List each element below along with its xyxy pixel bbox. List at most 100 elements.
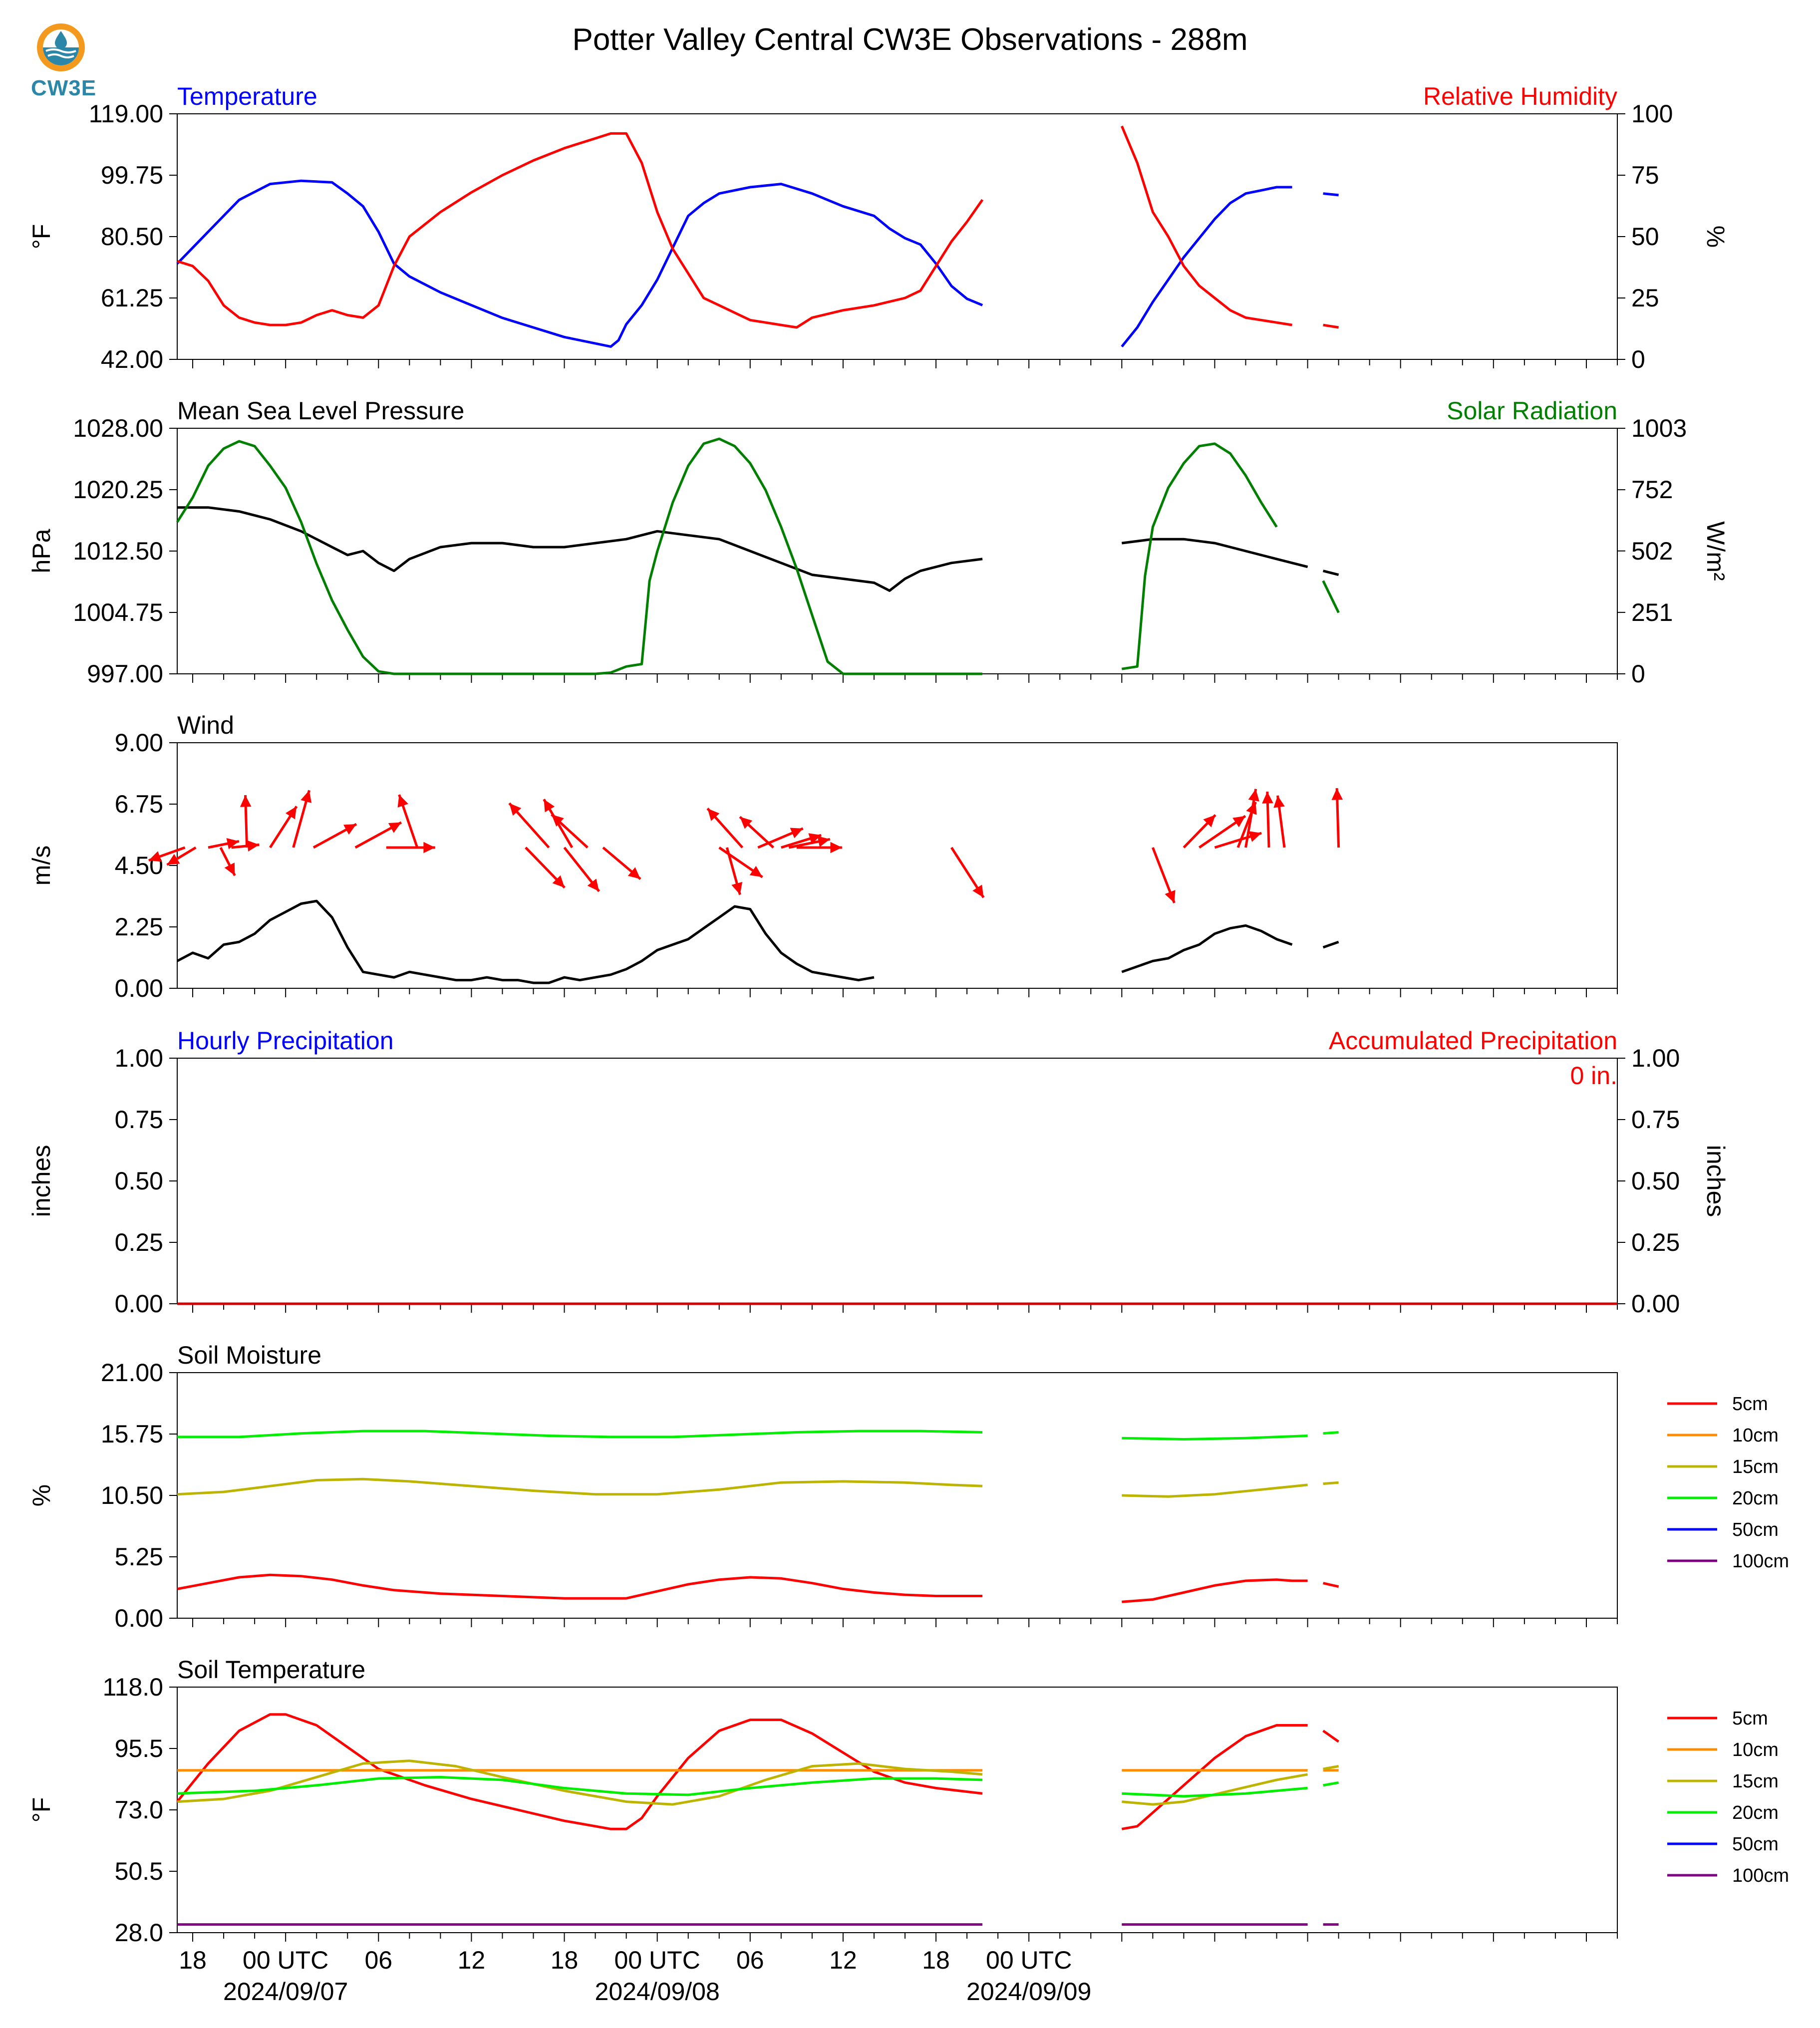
series-line-20cm: [1122, 1435, 1308, 1441]
y-axis-label: inches: [27, 1145, 55, 1217]
legend-label: 10cm: [1732, 1739, 1779, 1760]
series-line-wind: [1121, 924, 1293, 973]
chart-title: Potter Valley Central CW3E Observations …: [572, 22, 1247, 57]
series-line-wind: [176, 899, 875, 984]
y2-tick-label: 0.00: [1631, 1290, 1680, 1318]
wind-arrow-head: [1203, 815, 1215, 828]
y-tick-label: 73.0: [115, 1796, 163, 1824]
series-line-5cm: [176, 1713, 983, 1830]
y-tick-label: 80.50: [101, 223, 163, 251]
y-tick-label: 21.00: [101, 1359, 163, 1387]
y-tick-label: 28.0: [115, 1919, 163, 1947]
y2-tick-label: 1.00: [1631, 1044, 1680, 1072]
wind-arrow-head: [830, 842, 842, 854]
x-axis-labels: 18 00 UTC 06 12 18 00 UTC 06 12 18 00 UTC 2024/09/…: [179, 1946, 1091, 2006]
y-tick-label: 0.25: [115, 1228, 163, 1256]
series-line-solar-radiation: [1121, 442, 1278, 670]
y2-tick-label: 1003: [1631, 414, 1687, 442]
wind-arrow-head: [388, 822, 401, 833]
panel-title-left: Soil Temperature: [177, 1656, 365, 1684]
y2-axis-label: W/m²: [1702, 521, 1730, 580]
y2-axis-label: inches: [1702, 1145, 1730, 1217]
logo-text: CW3E: [31, 76, 97, 100]
wind-arrow-head: [587, 878, 600, 891]
x-tick-label: 00 UTC: [243, 1946, 328, 1974]
wind-arrow-head: [544, 799, 555, 813]
series-line-5cm: [1121, 1724, 1308, 1830]
wind-arrow-head: [731, 881, 743, 895]
series-line-5cm: [1322, 1730, 1340, 1743]
panel-soil-temperature: Soil Temperature 28.0 50.5 73.0 95.5 118.0 °F 5…: [27, 1656, 1789, 1947]
y-tick-label: 0.00: [115, 1604, 163, 1632]
series-line-solar-radiation: [176, 437, 983, 675]
y-tick-label: 0.00: [115, 1290, 163, 1318]
y-tick-label: 118.0: [103, 1673, 163, 1701]
wind-arrow-head: [790, 828, 803, 839]
series-line-temperature: [1323, 192, 1339, 197]
panel-frame: [177, 1687, 1618, 1933]
precip-total-annotation: 0 in.: [1570, 1062, 1617, 1090]
series-line-temperature: [176, 179, 983, 348]
series-line-mean-sea-level-pressure: [1322, 570, 1339, 577]
wind-arrow-head: [1165, 889, 1176, 903]
x-date-label: 2024/09/09: [966, 1978, 1091, 2006]
series-line-15cm: [1323, 1481, 1339, 1485]
x-tick-label: 00 UTC: [986, 1946, 1072, 1974]
series-line-20cm: [1122, 1786, 1308, 1798]
panel-temperature-humidity: Temperature Relative Humidity 42.00 61.25 80…: [27, 82, 1730, 373]
series-line-15cm: [1323, 1765, 1339, 1770]
y-tick-label: 6.75: [115, 790, 163, 818]
wind-arrow-head: [224, 863, 235, 876]
panel-title-right: Solar Radiation: [1447, 397, 1617, 425]
wind-arrow-head: [148, 851, 162, 862]
series-line-relative-humidity: [1323, 323, 1339, 329]
panel-title-right: Relative Humidity: [1423, 82, 1617, 110]
wind-arrow-head: [343, 824, 356, 835]
y-tick-label: 1004.75: [73, 598, 163, 626]
x-tick-label: 18: [922, 1946, 950, 1974]
wind-arrow-head: [247, 840, 260, 852]
y-tick-label: 95.5: [115, 1735, 163, 1762]
series-line-wind: [1322, 940, 1339, 949]
series-line-20cm: [1323, 1781, 1339, 1787]
wind-arrow-head: [551, 814, 564, 827]
wind-arrow-head: [1262, 792, 1273, 804]
wind-arrow-head: [1248, 789, 1259, 802]
series-line-mean-sea-level-pressure: [1121, 538, 1308, 569]
panel-title-left: Mean Sea Level Pressure: [177, 397, 464, 425]
series-line-20cm: [177, 1775, 983, 1796]
y-axis-label: °F: [27, 1797, 55, 1823]
y2-tick-label: 502: [1631, 537, 1673, 565]
series-line-15cm: [177, 1477, 983, 1496]
x-tick-label: 06: [364, 1946, 392, 1974]
y2-tick-label: 75: [1631, 161, 1659, 189]
wind-arrow-head: [627, 867, 641, 879]
y-tick-label: 997.00: [87, 660, 163, 688]
series-line-20cm: [1323, 1431, 1339, 1435]
y-tick-label: 1.00: [115, 1044, 163, 1072]
panel-title-left: Wind: [177, 711, 234, 739]
y-axis-label: %: [27, 1484, 55, 1506]
wind-arrow-head: [1232, 816, 1245, 828]
series-line-5cm: [1323, 1582, 1339, 1588]
x-date-label: 2024/09/08: [595, 1978, 720, 2006]
y2-tick-label: 0.25: [1631, 1228, 1680, 1256]
legend-label: 5cm: [1732, 1708, 1768, 1729]
x-tick-label: 18: [179, 1946, 207, 1974]
series-line-5cm: [1122, 1578, 1308, 1603]
y2-tick-label: 0: [1631, 660, 1645, 688]
y-axis-label: hPa: [27, 529, 55, 573]
wind-arrow-head: [707, 808, 720, 821]
series-line-15cm: [177, 1759, 983, 1806]
legend-label: 15cm: [1732, 1771, 1779, 1792]
y-tick-label: 9.00: [115, 729, 163, 757]
panel-precipitation: Hourly Precipitation Accumulated Precipit…: [27, 1027, 1730, 1318]
panel-frame: [177, 1372, 1618, 1619]
chart-panels: Temperature Relative Humidity 42.00 61.25 80…: [27, 82, 1789, 1947]
y-tick-label: 0.75: [115, 1106, 163, 1134]
y2-tick-label: 0.75: [1631, 1106, 1680, 1134]
x-date-label: 2024/09/07: [223, 1978, 348, 2006]
series-line-mean-sea-level-pressure: [177, 506, 983, 592]
legend-label: 100cm: [1732, 1551, 1789, 1572]
